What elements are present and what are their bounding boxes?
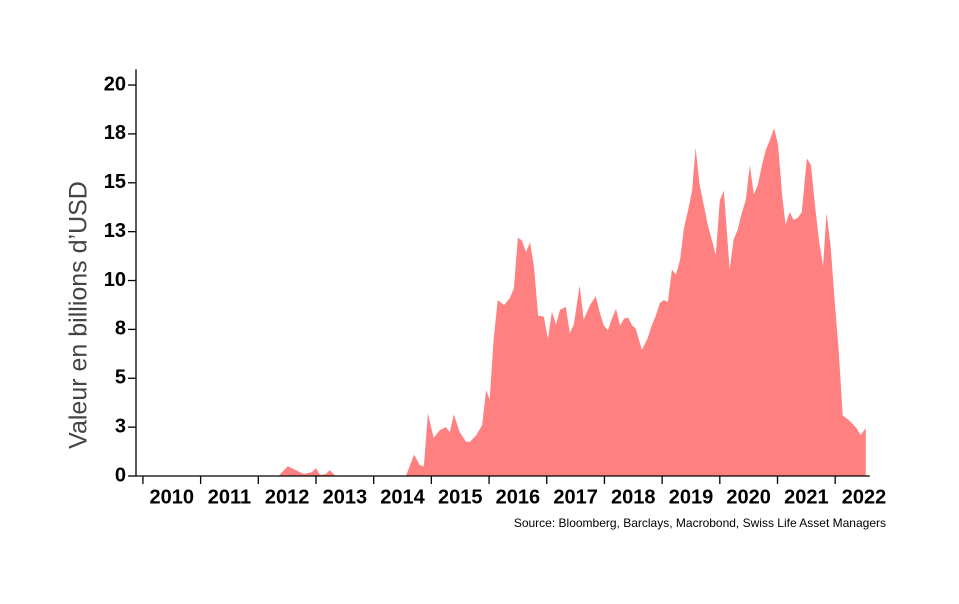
x-tick-label: 2017 <box>553 486 598 508</box>
y-tick-label: 18 <box>104 122 126 144</box>
x-tick-label: 2011 <box>208 486 251 508</box>
x-tick-label: 2019 <box>669 486 714 508</box>
y-tick-label: 5 <box>115 367 126 389</box>
area <box>142 128 866 476</box>
y-axis-label: Valeur en billions d’USD <box>65 181 93 449</box>
x-tick-label: 2020 <box>726 486 771 508</box>
y-tick-label: 10 <box>104 269 126 291</box>
x-tick-label: 2015 <box>438 486 483 508</box>
y-tick-label: 3 <box>115 415 126 437</box>
x-tick-label: 2021 <box>784 486 829 508</box>
x-tick-label: 2022 <box>842 486 887 508</box>
y-tick-label: 8 <box>115 318 126 340</box>
x-tick-label: 2014 <box>380 486 425 508</box>
x-tick-label: 2018 <box>611 486 656 508</box>
y-tick-label: 20 <box>104 73 126 95</box>
x-tick-label: 2013 <box>323 486 368 508</box>
x-tick-label: 2010 <box>150 486 195 508</box>
y-tick-label: 13 <box>104 220 126 242</box>
source-note: Source: Bloomberg, Barclays, Macrobond, … <box>514 516 886 530</box>
y-tick-label: 0 <box>115 464 126 486</box>
x-tick-label: 2016 <box>496 486 541 508</box>
y-tick-label: 15 <box>104 171 126 193</box>
x-tick-label: 2012 <box>265 486 310 508</box>
